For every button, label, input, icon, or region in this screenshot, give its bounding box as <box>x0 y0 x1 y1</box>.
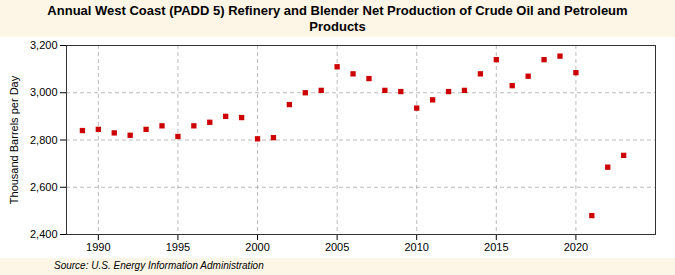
svg-text:2,400: 2,400 <box>30 228 58 240</box>
html-text:Annual West Coast (PADD 5) Ref: Annual West Coast (PADD 5) Refinery and … <box>47 3 628 34</box>
svg-text:2020: 2020 <box>564 241 588 253</box>
svg-text:Thousand Barrels per Day: Thousand Barrels per Day <box>8 75 20 204</box>
svg-text:2015: 2015 <box>484 241 508 253</box>
svg-text:2000: 2000 <box>245 241 269 253</box>
html-text:Source: U.S. Energy Informatio: Source: U.S. Energy Information Administ… <box>54 260 264 271</box>
svg-text:1995: 1995 <box>166 241 190 253</box>
svg-text:2,800: 2,800 <box>30 134 58 146</box>
svg-text:1990: 1990 <box>86 241 110 253</box>
svg-text:2010: 2010 <box>404 241 428 253</box>
svg-text:3,000: 3,000 <box>30 86 58 98</box>
svg-text:2005: 2005 <box>325 241 349 253</box>
svg-text:2,600: 2,600 <box>30 181 58 193</box>
svg-text:3,200: 3,200 <box>30 39 58 51</box>
